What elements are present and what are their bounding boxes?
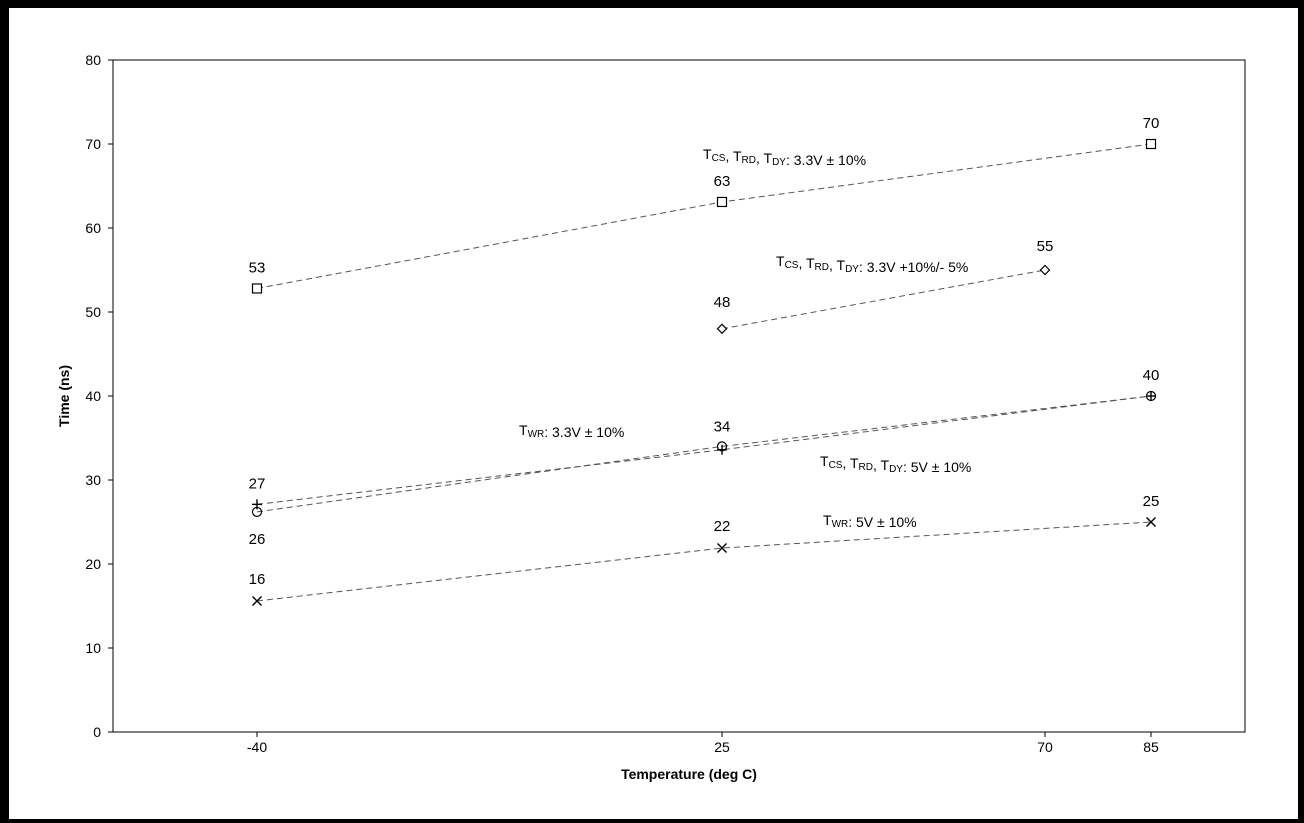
data-label: 40 [1143,367,1160,384]
data-point-twr33 [1146,391,1156,401]
series-label-tcs33_10_5: TCS, TRD, TDY: 3.3V +10%/- 5% [776,253,968,275]
y-tick-label: 60 [85,220,101,236]
data-point-tcs33_10 [716,196,728,208]
data-label: 63 [714,173,731,190]
y-tick-label: 10 [85,640,101,656]
y-tick-label: 30 [85,472,101,488]
data-point-twr5 [1146,517,1156,527]
data-label: 55 [1037,238,1054,255]
data-labels: 53 63 70 48 55 27 40 26 34 16 22 25 [249,115,1160,588]
y-tick-label: 70 [85,136,101,152]
data-point-tcs33_10_5 [716,323,728,335]
x-tick-label: 85 [1143,739,1159,755]
data-point-tcs5 [251,506,263,518]
series-line-twr5 [256,521,1152,602]
data-label: 26 [249,531,266,548]
y-tick-label: 80 [85,52,101,68]
x-tick-label: 70 [1037,739,1053,755]
series-label-twr33: TWR: 3.3V ± 10% [519,422,624,440]
y-tick-label: 40 [85,388,101,404]
data-point-twr5 [252,595,262,606]
data-point-tcs33_10_5 [1039,264,1051,276]
x-tick-label: 25 [714,739,730,755]
series-line-tcs33_10_5 [721,269,1046,330]
x-axis: -40 25 70 85 [247,732,1159,755]
x-axis-title: Temperature (deg C) [621,766,757,782]
data-label: 16 [249,571,266,588]
y-tick-label: 0 [93,724,101,740]
series-line-tcs5 [256,395,1152,513]
series-label-tcs33_10: TCS, TRD, TDY: 3.3V ± 10% [703,146,866,168]
data-label: 34 [714,418,731,435]
series-label-tcs5: TCS, TRD, TDY: 5V ± 10% [820,453,971,475]
y-tick-label: 50 [85,304,101,320]
y-axis: 0 10 20 30 40 50 60 70 80 [85,52,113,740]
series-labels: TCS, TRD, TDY: 3.3V ± 10% TCS, TRD, TDY: … [519,146,971,530]
data-label: 70 [1143,115,1160,132]
plot-area [112,59,1246,733]
y-tick-label: 20 [85,556,101,572]
data-point-tcs33_10 [1145,138,1157,150]
data-point-twr5 [717,543,727,554]
series-markers [251,138,1157,606]
data-label: 25 [1143,493,1160,510]
series-line-tcs33_10 [256,143,1152,289]
x-tick-label: -40 [247,739,267,755]
y-axis-title: Time (ns) [56,365,72,427]
series-label-twr5: TWR: 5V ± 10% [823,512,917,530]
data-point-tcs5 [716,441,728,452]
series-lines [256,143,1152,602]
data-label: 48 [714,294,731,311]
data-label: 27 [249,475,266,492]
series-line-twr33 [256,395,1152,505]
data-point-tcs33_10 [251,283,263,294]
data-label: 22 [714,518,731,535]
data-label: 53 [249,259,266,276]
data-point-tcs5 [1145,390,1157,402]
